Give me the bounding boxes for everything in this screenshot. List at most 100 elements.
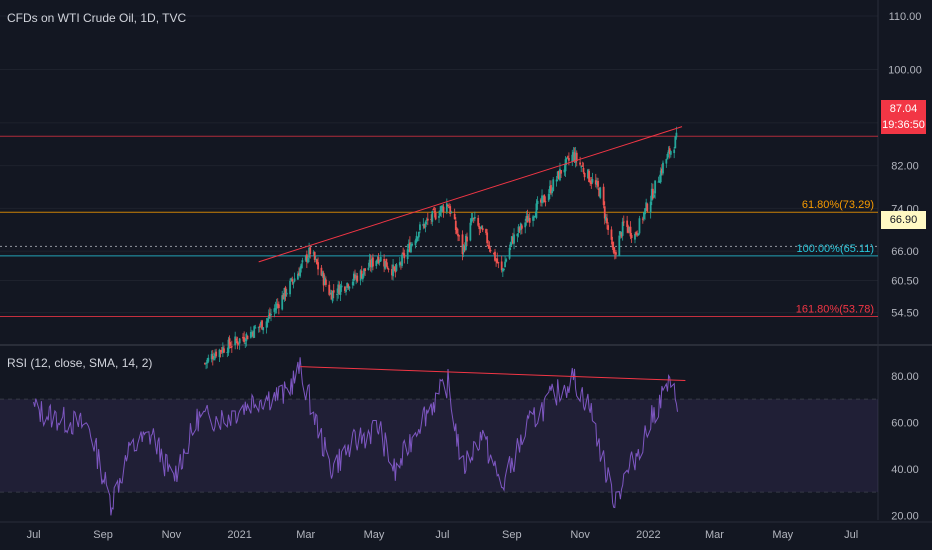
- candle-body: [540, 199, 542, 203]
- candle-body: [488, 245, 491, 249]
- candle-body: [257, 326, 260, 328]
- candle-body: [492, 252, 495, 254]
- candle-body: [392, 264, 394, 277]
- candle-body: [456, 228, 458, 234]
- candle-body: [291, 279, 294, 282]
- time-tick-label: May: [772, 529, 793, 541]
- candle-body: [301, 260, 304, 263]
- candle-body: [282, 295, 285, 300]
- candle-body: [332, 290, 335, 293]
- candle-body: [547, 193, 550, 201]
- candle-body: [352, 273, 355, 282]
- candle-body: [433, 211, 436, 213]
- candle-body: [434, 212, 437, 220]
- candle-body: [268, 313, 271, 317]
- candle-body: [597, 180, 599, 187]
- candle-body: [544, 201, 547, 203]
- candle-body: [588, 170, 590, 182]
- candle-body: [215, 351, 218, 357]
- candle-body: [658, 180, 661, 183]
- candle-body: [450, 212, 453, 214]
- candle-body: [372, 257, 374, 267]
- candle-body: [513, 234, 515, 244]
- candle-body: [438, 215, 440, 218]
- candle-body: [267, 315, 270, 319]
- candle-body: [457, 233, 459, 237]
- candle-body: [564, 159, 567, 172]
- candle-body: [654, 180, 657, 194]
- candle-body: [292, 281, 295, 284]
- candle-body: [583, 172, 586, 178]
- candle-body: [305, 254, 308, 262]
- candle-body: [356, 275, 359, 282]
- candle-body: [441, 205, 444, 209]
- candle-body: [238, 338, 241, 344]
- time-tick-label: Sep: [93, 529, 113, 541]
- price-trendline[interactable]: [258, 126, 683, 263]
- candle-body: [674, 136, 677, 149]
- candle-body: [228, 338, 231, 346]
- candle-body: [419, 224, 421, 231]
- candle-body: [324, 279, 327, 285]
- candle-body: [563, 169, 566, 173]
- candle-body: [347, 284, 350, 288]
- candle-body: [299, 268, 302, 277]
- candle-body: [242, 336, 244, 339]
- candle-body: [445, 203, 448, 212]
- candle-body: [251, 331, 253, 334]
- candle-body: [337, 284, 340, 293]
- candle-body: [309, 247, 312, 255]
- rsi-indicator-title[interactable]: RSI (12, close, SMA, 14, 2): [7, 356, 153, 370]
- candle-body: [512, 237, 514, 244]
- candle-body: [582, 167, 585, 173]
- candle-body: [666, 154, 669, 160]
- candle-body: [541, 195, 543, 203]
- candle-body: [378, 260, 381, 262]
- candle-body: [471, 218, 474, 220]
- candle-body: [411, 243, 414, 246]
- candle-body: [448, 206, 450, 209]
- candle-body: [377, 257, 380, 263]
- rsi-tick-label: 40.00: [891, 464, 919, 476]
- candle-body: [415, 235, 418, 243]
- candle-body: [575, 152, 578, 162]
- candle-body: [566, 156, 569, 158]
- price-tick-label: 110.00: [889, 11, 922, 23]
- candle-body: [376, 259, 379, 263]
- rsi-pane: 80.00 60.00 40.00 20.00: [0, 357, 919, 522]
- candle-body: [478, 226, 481, 230]
- candle-body: [206, 359, 209, 364]
- candle-body: [548, 186, 551, 193]
- candle-body: [262, 327, 265, 331]
- candle-body: [557, 171, 560, 180]
- candle-body: [463, 245, 466, 251]
- candle-body: [422, 223, 425, 226]
- candle-body: [426, 218, 429, 221]
- candle-body: [253, 326, 256, 338]
- rsi-trendline[interactable]: [300, 366, 686, 382]
- candle-body: [510, 236, 513, 242]
- candle-body: [470, 218, 473, 223]
- candle-body: [556, 171, 559, 179]
- candle-body: [629, 226, 632, 237]
- candle-body: [330, 292, 333, 300]
- candle-body: [667, 150, 670, 154]
- candle-body: [598, 188, 601, 197]
- candle-body: [497, 262, 500, 264]
- rsi-tick-label: 20.00: [891, 510, 919, 522]
- candle-body: [675, 132, 678, 138]
- candle-body: [431, 211, 434, 222]
- candle-body: [246, 335, 249, 340]
- candle-body: [273, 308, 276, 312]
- candle-body: [603, 206, 606, 219]
- price-tick-label: 66.00: [891, 246, 919, 258]
- candle-body: [236, 341, 239, 345]
- candle-body: [665, 159, 668, 164]
- trendlines[interactable]: [258, 126, 686, 382]
- fib-label: 61.80%(73.29): [802, 199, 874, 211]
- candle-body: [520, 225, 523, 229]
- time-tick-label: 2022: [636, 529, 660, 541]
- price-tick-label: 82.00: [891, 161, 919, 173]
- symbol-title[interactable]: CFDs on WTI Crude Oil, 1D, TVC: [7, 11, 187, 25]
